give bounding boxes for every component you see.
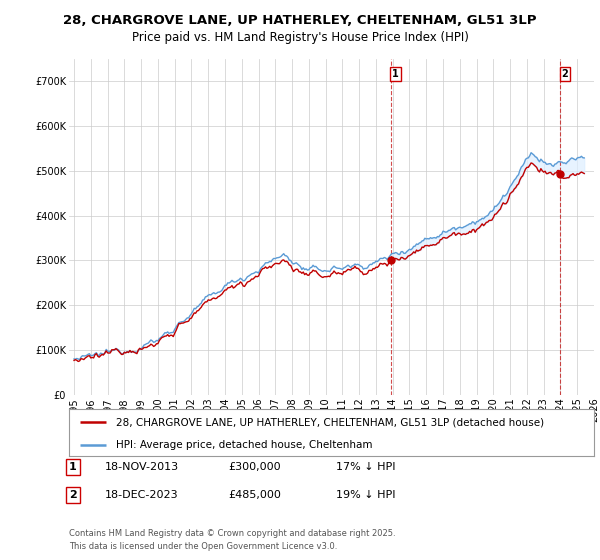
- Text: £485,000: £485,000: [228, 490, 281, 500]
- Text: 18-NOV-2013: 18-NOV-2013: [105, 462, 179, 472]
- Text: HPI: Average price, detached house, Cheltenham: HPI: Average price, detached house, Chel…: [116, 440, 373, 450]
- Text: 1: 1: [392, 69, 399, 79]
- Text: 18-DEC-2023: 18-DEC-2023: [105, 490, 179, 500]
- Text: £300,000: £300,000: [228, 462, 281, 472]
- Text: 2: 2: [69, 490, 77, 500]
- Text: 28, CHARGROVE LANE, UP HATHERLEY, CHELTENHAM, GL51 3LP (detached house): 28, CHARGROVE LANE, UP HATHERLEY, CHELTE…: [116, 417, 544, 427]
- Text: 2: 2: [562, 69, 568, 79]
- Text: 19% ↓ HPI: 19% ↓ HPI: [336, 490, 395, 500]
- Text: Contains HM Land Registry data © Crown copyright and database right 2025.
This d: Contains HM Land Registry data © Crown c…: [69, 529, 395, 550]
- Text: 17% ↓ HPI: 17% ↓ HPI: [336, 462, 395, 472]
- Text: 1: 1: [69, 462, 77, 472]
- Text: Price paid vs. HM Land Registry's House Price Index (HPI): Price paid vs. HM Land Registry's House …: [131, 31, 469, 44]
- Text: 28, CHARGROVE LANE, UP HATHERLEY, CHELTENHAM, GL51 3LP: 28, CHARGROVE LANE, UP HATHERLEY, CHELTE…: [63, 14, 537, 27]
